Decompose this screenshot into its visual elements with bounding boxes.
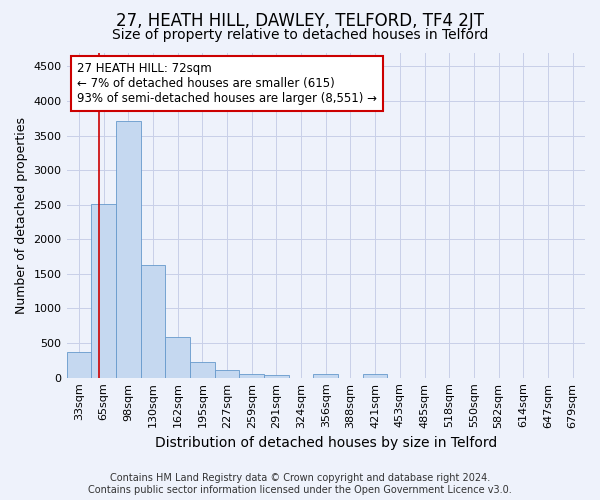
Bar <box>140 265 165 378</box>
Bar <box>91 204 116 378</box>
Text: 27, HEATH HILL, DAWLEY, TELFORD, TF4 2JT: 27, HEATH HILL, DAWLEY, TELFORD, TF4 2JT <box>116 12 484 30</box>
Bar <box>363 374 388 378</box>
Bar <box>313 374 338 378</box>
Bar <box>190 362 215 378</box>
Bar <box>239 374 264 378</box>
Y-axis label: Number of detached properties: Number of detached properties <box>15 116 28 314</box>
Bar <box>215 370 239 378</box>
X-axis label: Distribution of detached houses by size in Telford: Distribution of detached houses by size … <box>155 436 497 450</box>
Bar <box>67 352 91 378</box>
Text: Size of property relative to detached houses in Telford: Size of property relative to detached ho… <box>112 28 488 42</box>
Text: 27 HEATH HILL: 72sqm
← 7% of detached houses are smaller (615)
93% of semi-detac: 27 HEATH HILL: 72sqm ← 7% of detached ho… <box>77 62 377 106</box>
Bar <box>165 337 190 378</box>
Bar <box>116 121 140 378</box>
Text: Contains HM Land Registry data © Crown copyright and database right 2024.
Contai: Contains HM Land Registry data © Crown c… <box>88 474 512 495</box>
Bar <box>264 375 289 378</box>
